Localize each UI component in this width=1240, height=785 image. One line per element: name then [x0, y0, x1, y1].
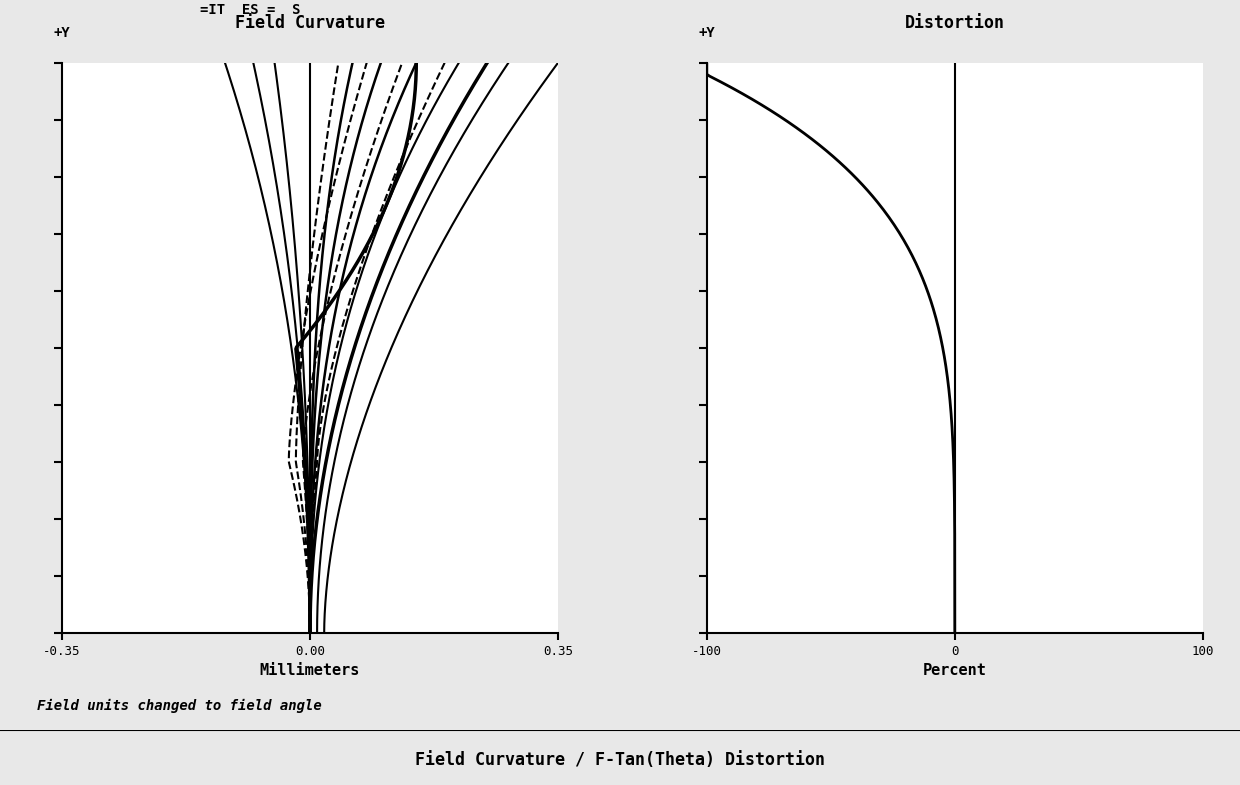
Title: Field Curvature: Field Curvature — [236, 14, 384, 32]
X-axis label: Percent: Percent — [923, 663, 987, 678]
X-axis label: Millimeters: Millimeters — [260, 663, 360, 678]
Text: +Y: +Y — [698, 26, 715, 40]
Text: =IT  ES =  S: =IT ES = S — [200, 3, 301, 17]
Text: Field units changed to field angle: Field units changed to field angle — [37, 699, 322, 714]
Text: +Y: +Y — [53, 26, 71, 40]
Title: Distortion: Distortion — [905, 14, 1004, 32]
Text: Field Curvature / F-Tan(Theta) Distortion: Field Curvature / F-Tan(Theta) Distortio… — [415, 751, 825, 769]
